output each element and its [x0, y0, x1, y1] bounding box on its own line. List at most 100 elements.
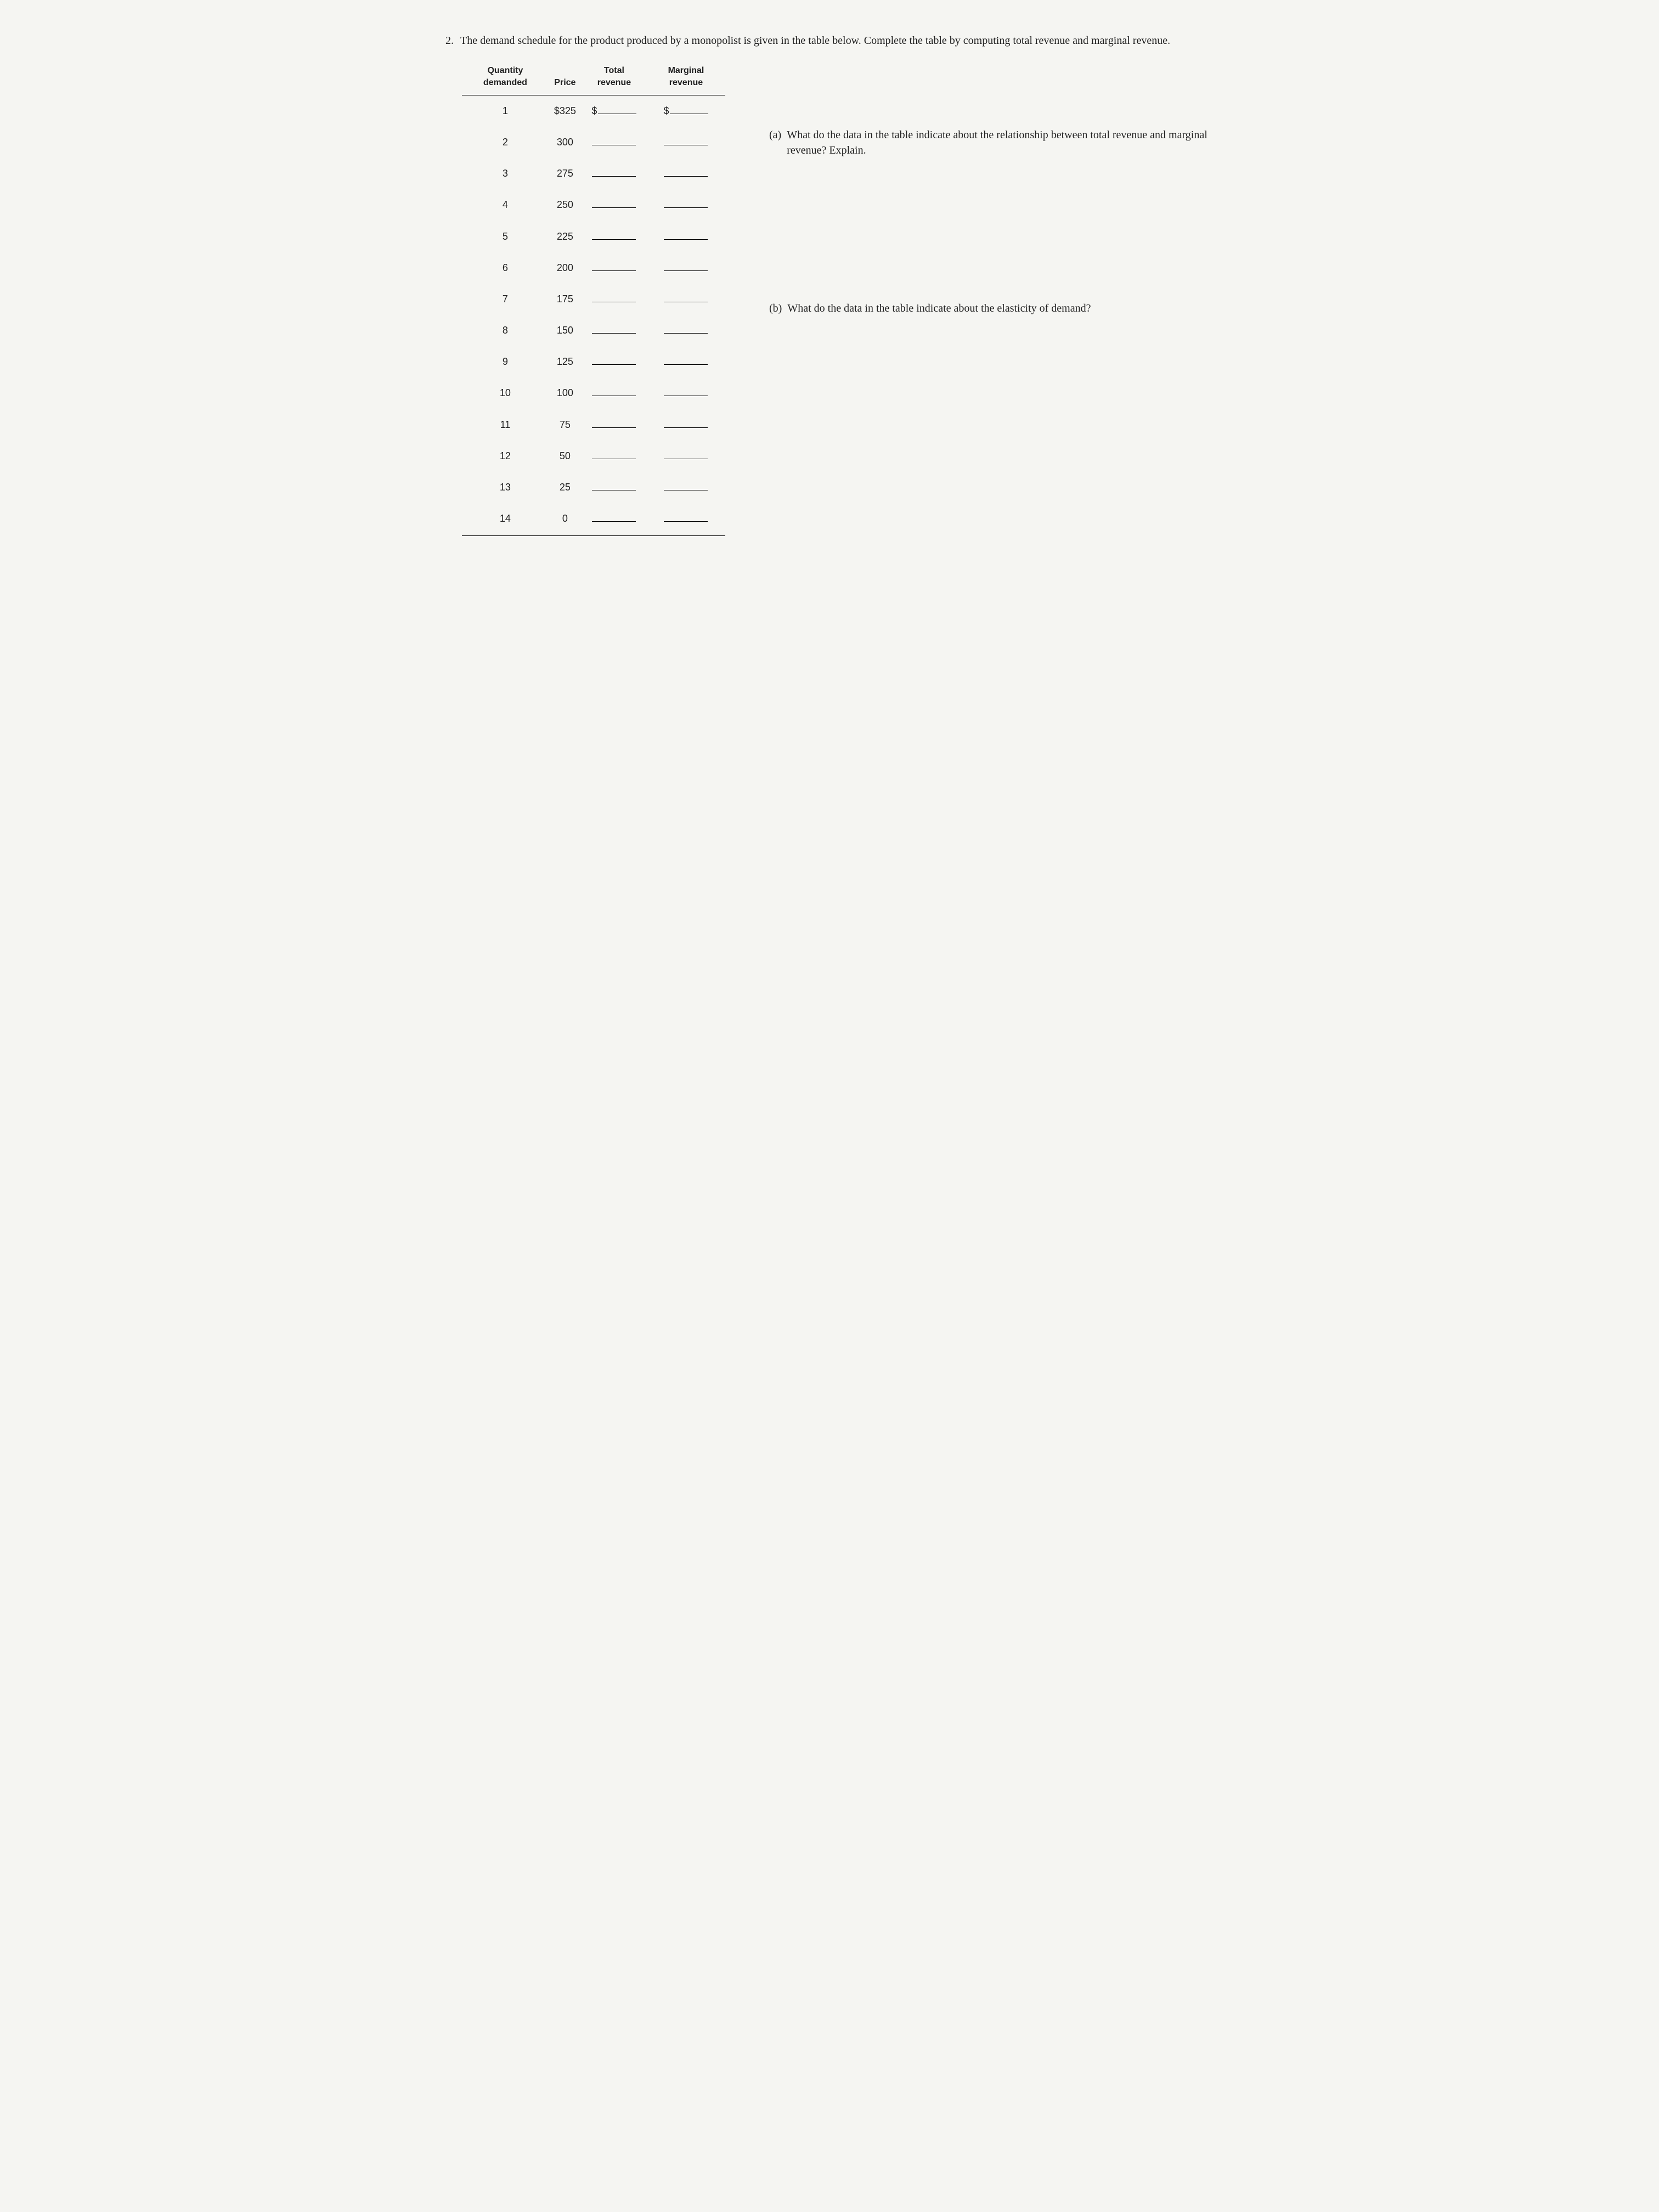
- cell-marginal-revenue: [647, 221, 725, 252]
- subquestion-b: (b) What do the data in the table indica…: [769, 301, 1214, 316]
- blank-line: [592, 449, 636, 459]
- col-header-qty: Quantity demanded: [462, 61, 549, 95]
- table-row: 7175: [462, 284, 725, 315]
- blank-line: [664, 136, 708, 145]
- subquestion-b-label: (b): [769, 301, 782, 316]
- table-row: 1325: [462, 472, 725, 503]
- cell-total-revenue: [582, 409, 647, 441]
- cell-total-revenue: [582, 472, 647, 503]
- question-number: 2.: [445, 33, 454, 48]
- cell-qty: 8: [462, 315, 549, 346]
- cell-marginal-revenue: [647, 441, 725, 472]
- blank-line: [664, 230, 708, 240]
- cell-qty: 14: [462, 503, 549, 536]
- blank-line: [592, 261, 636, 271]
- content-row: Quantity demanded Price Total revenue Ma…: [462, 61, 1214, 536]
- cell-marginal-revenue: [647, 127, 725, 158]
- cell-marginal-revenue: $: [647, 95, 725, 127]
- worksheet-page: 2. The demand schedule for the product p…: [445, 33, 1214, 536]
- subquestions: (a) What do the data in the table indica…: [769, 61, 1214, 459]
- cell-price: 275: [549, 158, 582, 189]
- cell-qty: 4: [462, 189, 549, 221]
- subquestion-a: (a) What do the data in the table indica…: [769, 127, 1214, 158]
- blank-line: [592, 167, 636, 177]
- cell-price: 250: [549, 189, 582, 221]
- cell-total-revenue: [582, 127, 647, 158]
- cell-marginal-revenue: [647, 284, 725, 315]
- cell-total-revenue: [582, 377, 647, 409]
- subquestion-b-text: What do the data in the table indicate a…: [787, 301, 1214, 316]
- blank-line: [592, 386, 636, 396]
- currency-prefix: $: [591, 105, 597, 116]
- cell-price: 225: [549, 221, 582, 252]
- table-row: 6200: [462, 252, 725, 284]
- blank-line: [664, 292, 708, 302]
- blank-line: [664, 481, 708, 490]
- blank-line: [592, 136, 636, 145]
- cell-marginal-revenue: [647, 409, 725, 441]
- cell-marginal-revenue: [647, 189, 725, 221]
- currency-prefix: $: [663, 105, 669, 116]
- table-row: 8150: [462, 315, 725, 346]
- table-row: 2300: [462, 127, 725, 158]
- blank-line: [664, 355, 708, 365]
- table-body: 1$325$$230032754250522562007175815091251…: [462, 95, 725, 536]
- subquestion-a-text: What do the data in the table indicate a…: [787, 127, 1214, 158]
- cell-total-revenue: [582, 315, 647, 346]
- col-header-mr: Marginal revenue: [647, 61, 725, 95]
- cell-price: 125: [549, 346, 582, 377]
- cell-price: 300: [549, 127, 582, 158]
- subquestion-a-label: (a): [769, 127, 781, 158]
- cell-marginal-revenue: [647, 252, 725, 284]
- cell-total-revenue: [582, 441, 647, 472]
- table-row: 1250: [462, 441, 725, 472]
- blank-line: [598, 104, 636, 114]
- blank-line: [592, 292, 636, 302]
- cell-price: 0: [549, 503, 582, 536]
- blank-line: [664, 512, 708, 522]
- cell-marginal-revenue: [647, 315, 725, 346]
- cell-price: 200: [549, 252, 582, 284]
- table-row: 3275: [462, 158, 725, 189]
- cell-qty: 3: [462, 158, 549, 189]
- cell-marginal-revenue: [647, 503, 725, 536]
- col-header-tr: Total revenue: [582, 61, 647, 95]
- cell-qty: 9: [462, 346, 549, 377]
- cell-marginal-revenue: [647, 158, 725, 189]
- table-row: 4250: [462, 189, 725, 221]
- cell-price: 150: [549, 315, 582, 346]
- cell-qty: 13: [462, 472, 549, 503]
- blank-line: [664, 198, 708, 208]
- table-header-row: Quantity demanded Price Total revenue Ma…: [462, 61, 725, 95]
- blank-line: [592, 324, 636, 334]
- blank-line: [664, 386, 708, 396]
- question-prompt: 2. The demand schedule for the product p…: [445, 33, 1214, 48]
- blank-line: [670, 104, 708, 114]
- blank-line: [592, 230, 636, 240]
- cell-total-revenue: [582, 189, 647, 221]
- blank-line: [592, 198, 636, 208]
- question-text: The demand schedule for the product prod…: [460, 33, 1214, 48]
- blank-line: [664, 324, 708, 334]
- col-header-price: Price: [549, 61, 582, 95]
- demand-table-wrapper: Quantity demanded Price Total revenue Ma…: [462, 61, 725, 536]
- cell-total-revenue: $: [582, 95, 647, 127]
- table-row: 140: [462, 503, 725, 536]
- cell-price: 50: [549, 441, 582, 472]
- table-row: 9125: [462, 346, 725, 377]
- cell-price: 75: [549, 409, 582, 441]
- cell-price: 175: [549, 284, 582, 315]
- cell-qty: 1: [462, 95, 549, 127]
- demand-table: Quantity demanded Price Total revenue Ma…: [462, 61, 725, 536]
- cell-qty: 11: [462, 409, 549, 441]
- table-row: 1175: [462, 409, 725, 441]
- cell-price: $325: [549, 95, 582, 127]
- cell-qty: 12: [462, 441, 549, 472]
- table-row: 5225: [462, 221, 725, 252]
- blank-line: [592, 355, 636, 365]
- cell-marginal-revenue: [647, 377, 725, 409]
- cell-qty: 10: [462, 377, 549, 409]
- cell-total-revenue: [582, 346, 647, 377]
- cell-marginal-revenue: [647, 472, 725, 503]
- table-row: 1$325 $ $: [462, 95, 725, 127]
